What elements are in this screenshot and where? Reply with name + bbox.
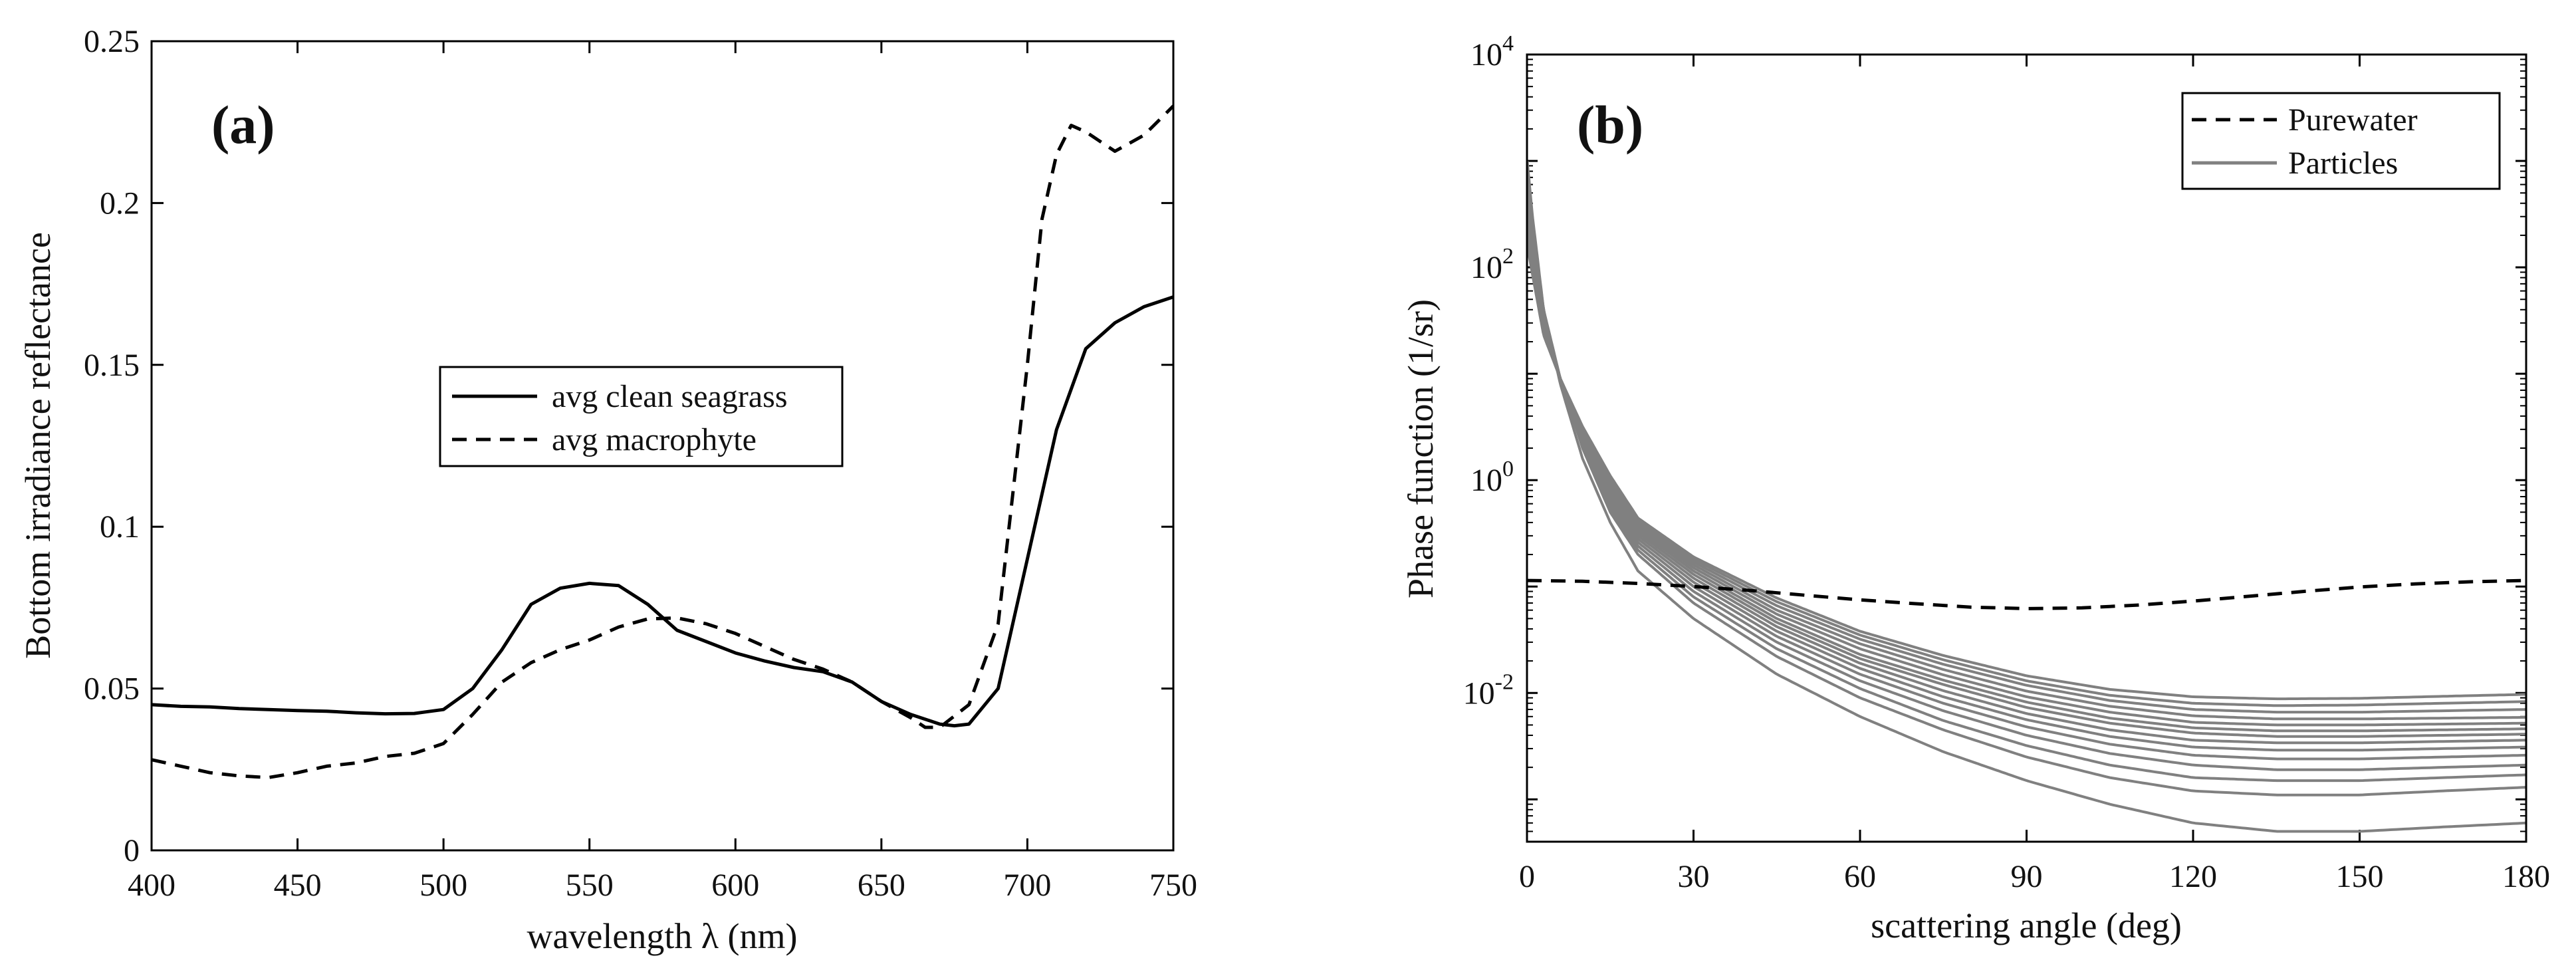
y-tick-label-base: 10 bbox=[1470, 463, 1502, 498]
particle-curve bbox=[1527, 160, 2526, 833]
y-tick-label: 0.1 bbox=[100, 509, 140, 545]
panel-a-label: (a) bbox=[211, 94, 275, 155]
panel-b-series bbox=[1527, 160, 2526, 833]
x-tick-label: 700 bbox=[1003, 868, 1051, 903]
y-tick-label-exponent: 0 bbox=[1502, 457, 1514, 481]
series-line-macrophyte bbox=[152, 104, 1173, 779]
panel-a-reflectance-chart: 400 450 500 550 600 650 700 750 0 0.05 0.1 0.15 0.2 0… bbox=[18, 24, 1197, 956]
legend-label-particles: Particles bbox=[2288, 146, 2398, 181]
x-tick-label: 400 bbox=[128, 868, 176, 903]
panel-b-label: (b) bbox=[1577, 94, 1643, 155]
legend-label-purewater: Purewater bbox=[2288, 102, 2418, 138]
x-tick-label: 0 bbox=[1519, 859, 1535, 894]
x-tick-label: 150 bbox=[2336, 859, 2384, 894]
panel-b-frame bbox=[1526, 53, 2527, 843]
y-tick-label: 100 bbox=[1470, 457, 1514, 498]
y-tick-label: 0 bbox=[124, 833, 140, 868]
x-tick-label: 120 bbox=[2169, 859, 2217, 894]
x-tick-label: 60 bbox=[1844, 859, 1876, 894]
y-tick-label-base: 10 bbox=[1470, 250, 1502, 285]
panel-b-legend: Purewater Particles bbox=[2181, 92, 2501, 190]
y-tick-label: 104 bbox=[1470, 31, 1514, 72]
x-tick-label: 550 bbox=[566, 868, 614, 903]
x-tick-label: 180 bbox=[2502, 859, 2550, 894]
y-tick-label: 0.25 bbox=[84, 24, 140, 59]
legend-label-macrophyte: avg macrophyte bbox=[552, 422, 757, 457]
x-tick-label: 650 bbox=[858, 868, 905, 903]
x-tick-label: 500 bbox=[419, 868, 467, 903]
x-tick-label: 750 bbox=[1149, 868, 1197, 903]
panel-b-legend-box bbox=[2181, 92, 2501, 190]
x-tick-label: 30 bbox=[1678, 859, 1710, 894]
panel-b-y-axis-label: Phase function (1/sr) bbox=[1401, 299, 1441, 598]
panel-a-frame bbox=[150, 40, 1175, 852]
y-tick-label-exponent: 4 bbox=[1502, 31, 1514, 56]
x-tick-label: 450 bbox=[274, 868, 322, 903]
y-tick-label: 0.2 bbox=[100, 185, 140, 221]
y-tick-label-base: 10 bbox=[1463, 675, 1495, 711]
x-tick-label: 600 bbox=[711, 868, 759, 903]
x-tick-label: 90 bbox=[2011, 859, 2043, 894]
panel-b-x-axis-label: scattering angle (deg) bbox=[1871, 906, 2182, 945]
series-line-seagrass bbox=[152, 295, 1173, 728]
y-tick-label-exponent: -2 bbox=[1495, 670, 1514, 694]
y-tick-label: 102 bbox=[1470, 244, 1514, 285]
y-tick-label: 0.15 bbox=[84, 348, 140, 383]
legend-label-seagrass: avg clean seagrass bbox=[552, 379, 788, 414]
y-tick-label-base: 10 bbox=[1470, 37, 1502, 72]
panel-a-x-axis-label: wavelength λ (nm) bbox=[527, 916, 797, 956]
particle-curve bbox=[1527, 245, 2526, 701]
panel-a-legend: avg clean seagrass avg macrophyte bbox=[439, 366, 844, 467]
panel-a-series bbox=[152, 104, 1173, 779]
y-tick-label: 10-2 bbox=[1463, 670, 1514, 711]
y-tick-label: 0.05 bbox=[84, 672, 140, 707]
panel-a-tick-labels: 400 450 500 550 600 650 700 750 0 0.05 0.1 0.15 0.2 0… bbox=[84, 24, 1197, 903]
panel-a-legend-box bbox=[439, 366, 844, 467]
y-tick-label-exponent: 2 bbox=[1502, 244, 1514, 269]
panel-a-y-axis-label: Bottom irradiance reflectance bbox=[18, 232, 58, 659]
